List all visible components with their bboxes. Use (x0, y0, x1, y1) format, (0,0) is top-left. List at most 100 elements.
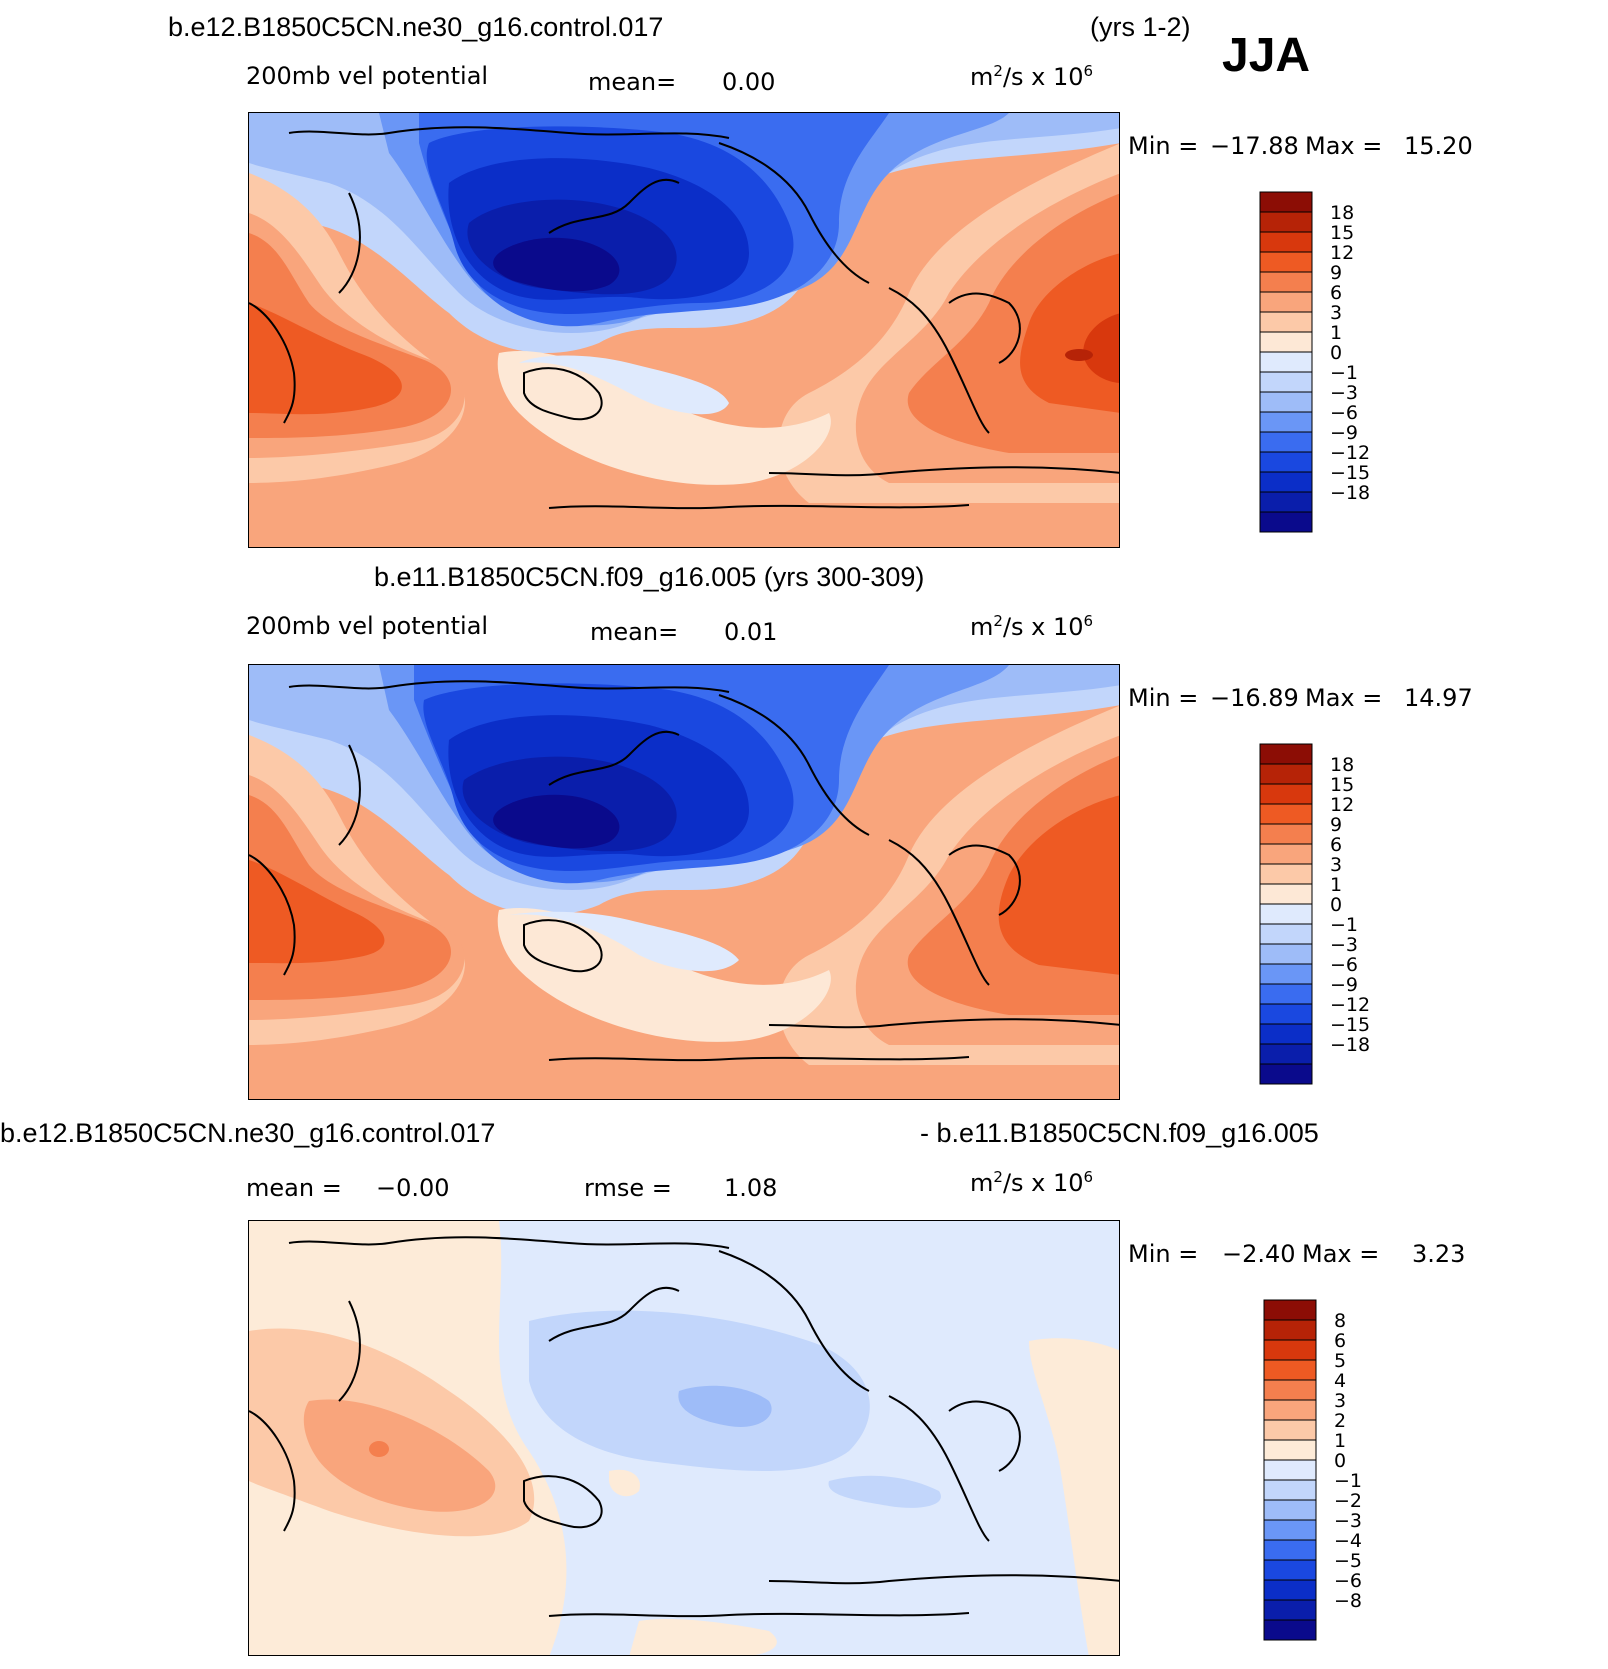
colorbar-box (1263, 1599, 1317, 1621)
panel1-variable: 200mb vel potential (246, 62, 489, 90)
colorbar-box (1259, 351, 1313, 373)
panel2-mean-value: 0.01 (724, 618, 778, 646)
colorbar-box (1259, 963, 1313, 985)
colorbar-tick-label: −9 (1330, 422, 1358, 444)
panel1-case-title: b.e12.B1850C5CN.ne30_g16.control.017 (168, 12, 664, 42)
colorbar-box (1259, 743, 1313, 765)
panel1-max-label: Max = (1305, 132, 1383, 160)
colorbar-box (1263, 1499, 1317, 1521)
colorbar-box (1263, 1479, 1317, 1501)
colorbar-tick-label: −4 (1334, 1530, 1362, 1552)
colorbar-box (1259, 943, 1313, 965)
colorbar-tick-label: −12 (1330, 994, 1370, 1016)
colorbar-box (1259, 823, 1313, 845)
colorbar-box (1259, 291, 1313, 313)
panel3-map (248, 1220, 1120, 1656)
colorbar-box (1259, 863, 1313, 885)
colorbar-box (1263, 1379, 1317, 1401)
colorbar-tick-label: −6 (1330, 954, 1358, 976)
panel1-years: (yrs 1-2) (1090, 12, 1191, 42)
panel1-map (248, 112, 1120, 548)
panel3-units: m2/s x 106 (970, 1168, 1094, 1197)
panel3-min-label: Min = (1128, 1240, 1199, 1268)
colorbar-tick-label: −3 (1330, 934, 1358, 956)
colorbar-tick-label: 12 (1330, 242, 1354, 264)
panel2-map (248, 664, 1120, 1100)
colorbar-box (1263, 1539, 1317, 1561)
colorbar-tick-label: 8 (1334, 1310, 1346, 1332)
panel1-colorbar: 18 15 12 9 6 3 1 0 −1 −3 −6 −9 −12 −15 −18 (1259, 191, 1380, 534)
colorbar-box (1259, 211, 1313, 233)
colorbar-tick-label: −1 (1330, 914, 1358, 936)
panel1-units: m2/s x 106 (970, 62, 1094, 91)
colorbar-box (1259, 231, 1313, 253)
panel1-max-value: 15.20 (1404, 132, 1473, 160)
colorbar-box (1259, 983, 1313, 1005)
panel3-contour-field (249, 1221, 1119, 1655)
panel2-case-title: b.e11.B1850C5CN.f09_g16.005 (yrs 300-309… (374, 562, 925, 592)
panel3-max-label: Max = (1302, 1240, 1380, 1268)
panel1-min-label: Min = (1128, 132, 1199, 160)
colorbar-box (1259, 1063, 1313, 1085)
colorbar-tick-label: −1 (1330, 362, 1358, 384)
colorbar-tick-label: 2 (1334, 1410, 1346, 1432)
colorbar-box (1259, 903, 1313, 925)
panel2-colorbar: 18 15 12 9 6 3 1 0 −1 −3 −6 −9 −12 −15 −18 (1259, 743, 1380, 1086)
colorbar-tick-label: −18 (1330, 1034, 1370, 1056)
colorbar-box (1263, 1419, 1317, 1441)
colorbar-box (1263, 1619, 1317, 1641)
colorbar-tick-label: 5 (1334, 1350, 1346, 1372)
colorbar-box (1259, 251, 1313, 273)
colorbar-box (1259, 783, 1313, 805)
colorbar-tick-label: −15 (1330, 462, 1370, 484)
colorbar-box (1259, 271, 1313, 293)
colorbar-box (1259, 491, 1313, 513)
colorbar-tick-label: 9 (1330, 814, 1342, 836)
colorbar-box (1263, 1579, 1317, 1601)
colorbar-box (1259, 843, 1313, 865)
panel3-case-title: b.e12.B1850C5CN.ne30_g16.control.017 (0, 1118, 496, 1148)
colorbar-box (1259, 431, 1313, 453)
panel1-mean-label: mean= (588, 68, 677, 96)
panel3-mean-value: −0.00 (376, 1174, 450, 1202)
colorbar-tick-label: −6 (1334, 1570, 1362, 1592)
colorbar-tick-label: −6 (1330, 402, 1358, 424)
colorbar-box (1259, 451, 1313, 473)
colorbar-box (1263, 1339, 1317, 1361)
panel3-minus-case: - b.e11.B1850C5CN.f09_g16.005 (920, 1118, 1319, 1148)
colorbar-tick-label: 4 (1334, 1370, 1346, 1392)
panel1-contour-field (249, 113, 1119, 547)
panel3-mean-label: mean = (246, 1174, 342, 1202)
panel2-min-value: −16.89 (1210, 684, 1299, 712)
colorbar-box (1259, 511, 1313, 533)
colorbar-tick-label: 15 (1330, 222, 1354, 244)
colorbar-box (1259, 331, 1313, 353)
colorbar-tick-label: 6 (1330, 834, 1342, 856)
colorbar-box (1259, 391, 1313, 413)
panel2-contour-field (249, 665, 1119, 1099)
panel2-min-label: Min = (1128, 684, 1199, 712)
colorbar-tick-label: −9 (1330, 974, 1358, 996)
colorbar-tick-label: 6 (1334, 1330, 1346, 1352)
colorbar-tick-label: 18 (1330, 202, 1354, 224)
colorbar-box (1263, 1299, 1317, 1321)
panel3-max-value: 3.23 (1412, 1240, 1466, 1268)
panel2-mean-label: mean= (590, 618, 679, 646)
colorbar-box (1263, 1359, 1317, 1381)
panel2-variable: 200mb vel potential (246, 612, 489, 640)
colorbar-tick-label: 1 (1330, 874, 1342, 896)
colorbar-tick-label: 0 (1334, 1450, 1346, 1472)
colorbar-box (1259, 1043, 1313, 1065)
colorbar-box (1263, 1319, 1317, 1341)
colorbar-tick-label: −18 (1330, 482, 1370, 504)
colorbar-tick-label: −8 (1334, 1590, 1362, 1612)
season-label: JJA (1222, 29, 1311, 82)
panel3-min-value: −2.40 (1222, 1240, 1296, 1268)
colorbar-tick-label: −5 (1334, 1550, 1362, 1572)
colorbar-tick-label: 15 (1330, 774, 1354, 796)
colorbar-tick-label: 18 (1330, 754, 1354, 776)
colorbar-tick-label: 1 (1334, 1430, 1346, 1452)
colorbar-box (1259, 763, 1313, 785)
colorbar-box (1263, 1399, 1317, 1421)
colorbar-tick-label: 9 (1330, 262, 1342, 284)
